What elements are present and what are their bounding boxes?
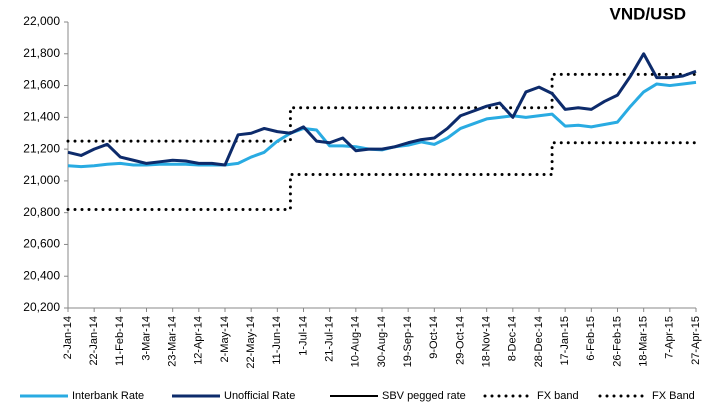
y-tick-label: 21,400 [23,110,60,124]
x-tick-label: 3-Mar-14 [140,316,152,361]
x-tick-label: 7-Apr-15 [664,316,676,359]
y-tick-label: 21,000 [23,173,60,187]
series-line [67,52,697,167]
legend-label: Interbank Rate [72,390,144,402]
x-tick-label: 27-Apr-15 [690,316,702,365]
y-tick-label: 21,200 [23,141,60,155]
y-tick-label: 21,600 [23,78,60,92]
x-tick-label: 23-Mar-14 [167,316,179,367]
x-tick-label: 1-Jul-14 [297,316,309,356]
x-tick-label: 2-May-14 [219,316,231,362]
x-tick-label: 11-Feb-14 [114,316,126,366]
x-tick-label: 17-Jan-15 [559,316,571,366]
x-tick-label: 8-Dec-14 [507,316,519,361]
x-tick-label: 30-Aug-14 [376,316,388,367]
x-tick-label: 2-Jan-14 [62,316,74,359]
x-tick-label: 29-Oct-14 [454,316,466,365]
x-tick-label: 18-Nov-14 [481,316,493,367]
x-tick-label: 21-Jul-14 [324,316,336,362]
x-tick-label: 22-May-14 [245,316,257,369]
x-tick-label: 11-Jun-14 [271,316,283,365]
x-tick-label: 6-Feb-15 [585,316,597,361]
y-tick-label: 21,800 [23,46,60,60]
x-tick-label: 18-Mar-15 [638,316,650,367]
x-tick-label: 26-Feb-15 [611,316,623,367]
x-tick-label: 22-Jan-14 [88,316,100,366]
y-tick-label: 20,200 [23,300,60,314]
legend-label: FX band [537,390,579,402]
y-tick-label: 22,000 [23,14,60,28]
y-tick-label: 20,400 [23,268,60,282]
legend-label: Unofficial Rate [224,390,295,402]
x-tick-label: 10-Aug-14 [350,316,362,367]
series-line [66,141,698,211]
legend-label: FX Band [652,390,695,402]
x-tick-label: 19-Sep-14 [402,316,414,367]
x-tick-label: 28-Dec-14 [533,316,545,367]
x-tick-label: 9-Oct-14 [428,316,440,359]
y-tick-label: 20,800 [23,205,60,219]
x-tick-label: 12-Apr-14 [193,316,205,365]
series-line [67,80,697,169]
chart-title: VND/USD [609,4,686,23]
y-tick-label: 20,600 [23,237,60,251]
series-line [66,72,698,143]
legend-label: SBV pegged rate [382,390,466,402]
